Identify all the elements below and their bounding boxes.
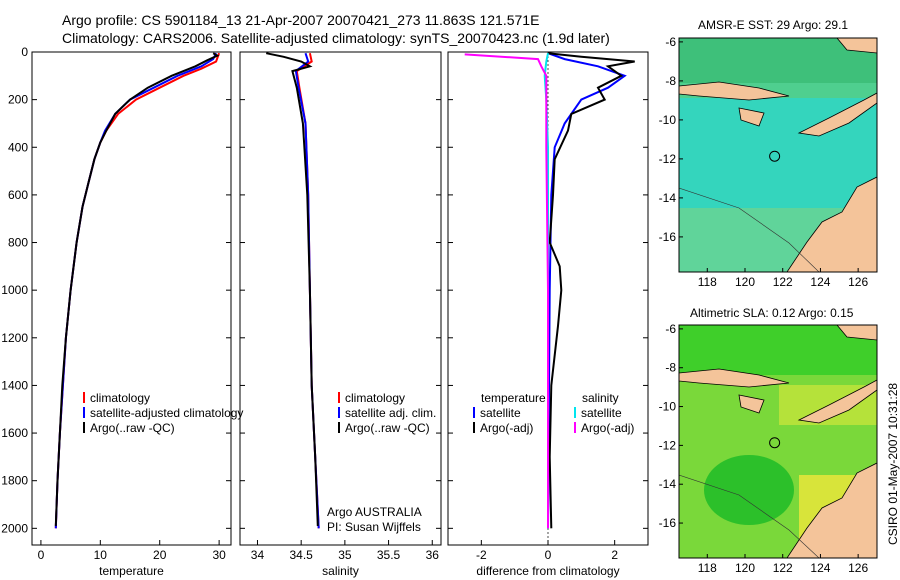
map-frame-1 [678,324,878,559]
map-y-tick-label: -12 [659,438,677,452]
series-line-2-3 [464,53,549,529]
australia-land [786,462,877,558]
x-tick-label: 34.5 [289,548,313,562]
y-tick-label: 400 [8,140,28,154]
diff-legend-temp-title: temperature [481,391,546,405]
temp-legend-clim-label: climatology [90,391,150,405]
map-1 [678,324,878,559]
argo-australia-annotation: Argo AUSTRALIA [327,505,422,519]
map-y-tick-label: -14 [659,477,677,491]
sla-map-title: Altimetric SLA: 0.12 Argo: 0.15 [690,306,854,320]
x-tick-label: -2 [476,548,487,562]
timor-island [797,92,877,137]
map-y-tick-label: -8 [665,74,676,88]
map-x-tick-label: 126 [848,275,868,289]
diff-legend-temp-argo-label: Argo(-adj) [480,421,533,435]
x-tick-label: 34 [251,548,265,562]
bathymetry-contour [679,474,820,558]
x-tick-label: 30 [212,548,226,562]
temp-legend-sat-label: satellite-adjusted climatology [90,406,243,420]
map-y-tick-label: -12 [659,152,677,166]
series-line-0-2 [54,52,220,526]
map-y-tick-label: -16 [659,230,677,244]
figure-title-line2: Climatology: CARS2006. Satellite-adjuste… [62,30,610,46]
map-y-tick-label: -14 [659,191,677,205]
map-y-tick-label: -6 [665,322,676,336]
north-island [836,38,877,54]
map-0 [678,37,878,273]
sumba-island [738,394,765,414]
argo-location-marker [769,150,781,162]
australia-land [786,176,877,272]
sal-legend-sat-label: satellite adj. clim. [345,406,436,420]
sla-low [704,455,794,525]
map-x-tick-label: 118 [698,275,717,289]
map-inner [679,38,877,272]
diff-legend-temp-sat-label: satellite [480,406,521,420]
y-tick-label: 1800 [1,474,28,488]
sal-legend-argo-label: Argo(..raw -QC) [345,421,430,435]
map-x-tick-label: 120 [735,561,755,575]
map-y-tick-label: -8 [665,361,676,375]
sst-map-title: AMSR-E SST: 29 Argo: 29.1 [698,18,849,32]
pi-annotation: PI: Susan Wijffels [327,520,421,534]
y-tick-label: 200 [8,93,28,107]
y-tick-label: 0 [21,45,28,59]
map-y-tick-label: -10 [659,400,677,414]
plot-frame-1 [239,51,442,546]
argo-location-marker [769,437,781,449]
map-x-tick-label: 118 [698,561,717,575]
diff-legend-sal-title: salinity [582,391,619,405]
map-x-tick-label: 120 [735,275,755,289]
y-tick-label: 1400 [1,378,28,392]
north-island [836,325,877,341]
map-frame-0 [678,37,878,273]
map-inner [679,325,877,558]
map-y-tick-label: -16 [659,516,677,530]
sunda-islands [679,81,790,101]
x-axis-label: temperature [99,564,164,578]
map-y-tick-label: -10 [659,113,677,127]
x-tick-label: 0 [545,548,552,562]
timor-island [797,379,877,424]
y-tick-label: 600 [8,188,28,202]
x-tick-label: 2 [611,548,618,562]
plot-frame-0 [31,51,232,546]
diff-legend-sal-sat-label: satellite [581,406,622,420]
map-x-tick-label: 124 [810,275,830,289]
bathymetry-contour [679,187,820,272]
x-axis-label: salinity [322,564,359,578]
map-y-tick-label: -6 [665,35,676,49]
y-tick-label: 2000 [1,521,28,535]
sal-legend-clim-label: climatology [345,391,405,405]
series-line-2-1 [547,52,635,529]
sunda-islands [679,368,790,388]
y-tick-label: 1000 [1,283,28,297]
diff-legend-sal-argo-label: Argo(-adj) [581,421,634,435]
map-x-tick-label: 126 [848,561,868,575]
x-tick-label: 10 [94,548,108,562]
y-tick-label: 800 [8,236,28,250]
x-tick-label: 20 [153,548,167,562]
series-line-1-2 [265,52,319,526]
x-tick-label: 35 [338,548,352,562]
y-tick-label: 1600 [1,426,28,440]
map-x-tick-label: 122 [773,561,793,575]
x-tick-label: 0 [38,548,45,562]
x-tick-label: 36 [426,548,440,562]
map-x-tick-label: 122 [773,275,793,289]
x-axis-label: difference from climatology [476,564,619,578]
map-x-tick-label: 124 [810,561,830,575]
x-tick-label: 35.5 [377,548,401,562]
figure-title-line1: Argo profile: CS 5901184_13 21-Apr-2007 … [62,12,540,28]
sumba-island [738,107,765,127]
y-tick-label: 1200 [1,331,28,345]
temp-legend-argo-label: Argo(..raw -QC) [90,421,175,435]
